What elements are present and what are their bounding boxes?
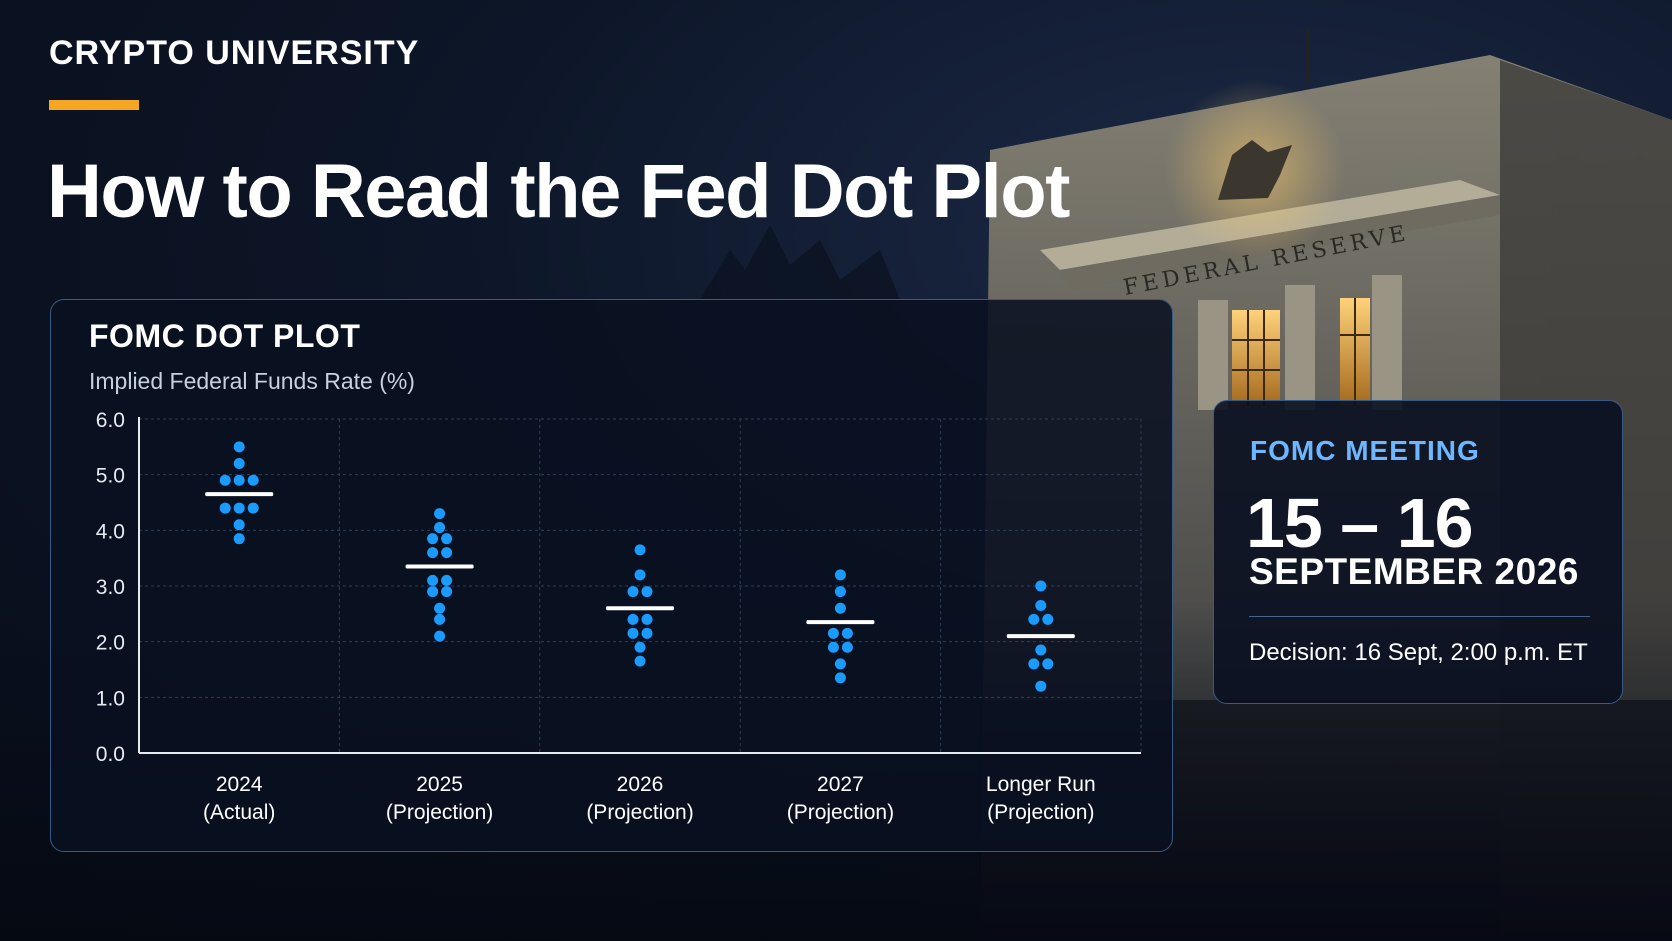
dot-point — [434, 613, 446, 625]
dot-plot-card: FOMC DOT PLOT Implied Federal Funds Rate… — [50, 299, 1173, 852]
brand-accent-bar — [49, 100, 139, 110]
meeting-days: 15 – 16 — [1246, 484, 1474, 562]
dot-point — [219, 502, 231, 514]
y-tick-label: 6.0 — [96, 409, 125, 432]
meeting-decision-time: Decision: 16 Sept, 2:00 p.m. ET — [1249, 639, 1588, 666]
meeting-month-year: SEPTEMBER 2026 — [1249, 551, 1579, 592]
dot-point — [233, 441, 245, 453]
y-tick-label: 5.0 — [96, 465, 125, 488]
dot-point — [834, 658, 846, 670]
dot-point — [233, 519, 245, 531]
dot-point — [827, 627, 839, 639]
page-title: How to Read the Fed Dot Plot — [47, 149, 1070, 234]
dot-point — [627, 613, 639, 625]
dot-point — [1035, 680, 1047, 692]
x-category-sublabel: (Projection) — [386, 801, 493, 824]
x-category-label: Longer Run — [986, 773, 1096, 796]
dot-point — [1042, 658, 1054, 670]
x-category-label: 2027 — [817, 773, 864, 796]
median-line — [405, 564, 474, 569]
dot-point — [827, 641, 839, 653]
dot-point — [627, 627, 639, 639]
dot-point — [834, 569, 846, 581]
dot-point — [427, 586, 439, 598]
median-line — [1006, 634, 1075, 639]
chart-subtitle: Implied Federal Funds Rate (%) — [89, 368, 415, 394]
x-category-sublabel: (Actual) — [203, 801, 275, 824]
y-tick-label: 4.0 — [96, 520, 125, 543]
dot-point — [834, 672, 846, 684]
x-category-sublabel: (Projection) — [787, 801, 894, 824]
median-line — [806, 620, 875, 625]
dot-point — [1035, 580, 1047, 592]
dot-point — [434, 630, 446, 642]
dot-point — [841, 627, 853, 639]
dot-point — [441, 547, 453, 559]
dot-point — [634, 544, 646, 556]
meeting-label: FOMC MEETING — [1250, 435, 1480, 466]
dot-point — [834, 602, 846, 614]
dot-point — [634, 641, 646, 653]
y-tick-label: 2.0 — [96, 632, 125, 655]
x-category-label: 2025 — [416, 773, 463, 796]
dot-point — [627, 586, 639, 598]
dot-point — [233, 474, 245, 486]
chart-title: FOMC DOT PLOT — [89, 318, 361, 354]
dot-point — [434, 602, 446, 614]
dot-point — [427, 533, 439, 545]
dot-point — [441, 586, 453, 598]
dot-point — [434, 522, 446, 534]
dot-point — [434, 508, 446, 520]
dot-point — [441, 574, 453, 586]
dot-point — [247, 474, 259, 486]
dot-point — [641, 586, 653, 598]
dot-point — [1035, 599, 1047, 611]
dot-point — [233, 458, 245, 470]
dot-point — [1042, 613, 1054, 625]
dot-point — [441, 533, 453, 545]
median-line — [205, 492, 274, 497]
dot-point — [834, 586, 846, 598]
meeting-divider — [1249, 616, 1590, 617]
x-category-sublabel: (Projection) — [987, 801, 1094, 824]
fomc-meeting-card: FOMC MEETING 15 – 16 SEPTEMBER 2026 Deci… — [1213, 400, 1623, 704]
dot-point — [641, 627, 653, 639]
x-category-sublabel: (Projection) — [586, 801, 693, 824]
dot-point — [247, 502, 259, 514]
dot-point — [1035, 644, 1047, 656]
y-tick-label: 0.0 — [96, 743, 125, 766]
dot-point — [1028, 658, 1040, 670]
dot-point — [634, 655, 646, 667]
dot-point — [1028, 613, 1040, 625]
x-category-label: 2024 — [216, 773, 263, 796]
dot-point — [841, 641, 853, 653]
brand-name: CRYPTO UNIVERSITY — [49, 34, 420, 72]
dot-point — [219, 474, 231, 486]
dot-point — [427, 547, 439, 559]
dot-point — [641, 613, 653, 625]
dot-point — [233, 502, 245, 514]
median-line — [606, 606, 674, 611]
dot-point — [233, 533, 245, 545]
dot-point — [427, 574, 439, 586]
x-category-label: 2026 — [617, 773, 664, 796]
y-tick-label: 3.0 — [96, 576, 125, 599]
dot-point — [634, 569, 646, 581]
dot-plot-chart: 0.0 1.0 2.0 3.0 4.0 5.0 6.0 2024 (Actual) 2025 (Pr… — [96, 409, 1142, 824]
y-tick-label: 1.0 — [96, 687, 125, 710]
